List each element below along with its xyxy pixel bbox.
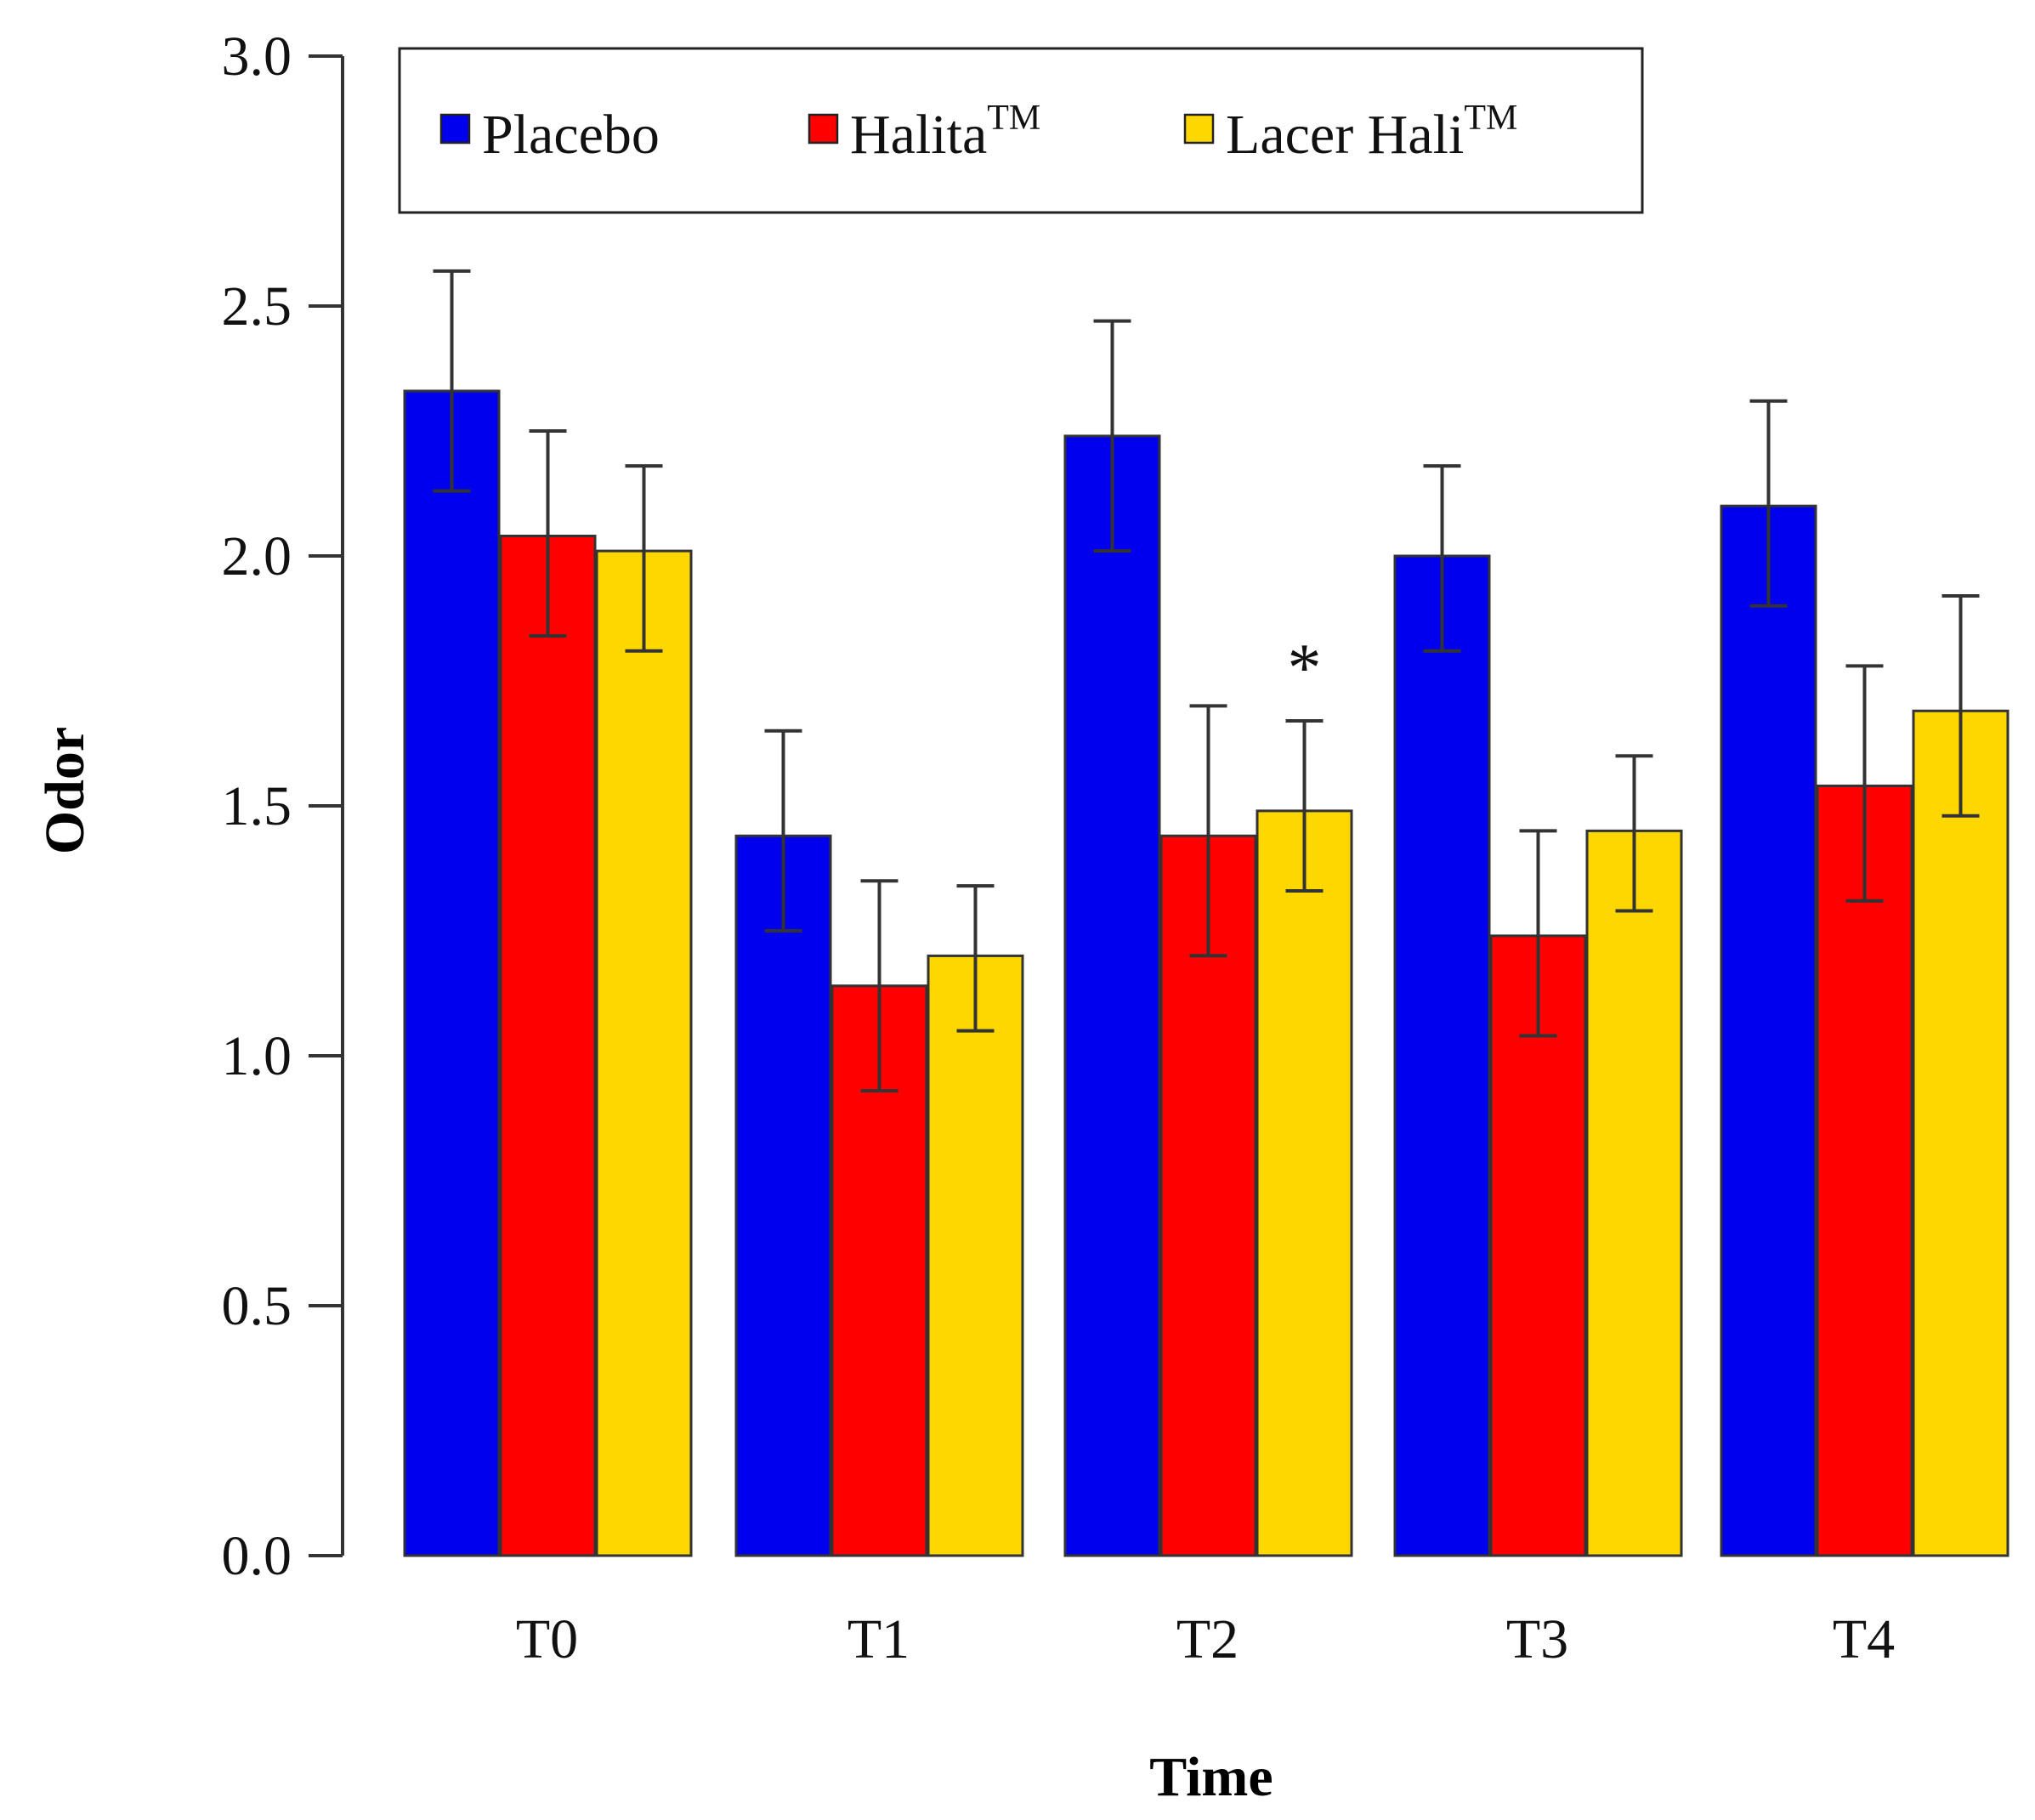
error-bar [860, 879, 898, 1093]
y-tick-label: 0.5 [222, 1275, 292, 1337]
y-tick-label: 3.0 [222, 26, 292, 88]
legend-label: HalitaTM [850, 99, 1040, 166]
bar-T0-lacer-hali [595, 549, 693, 1557]
annotations: * [1288, 631, 1322, 706]
error-bar [1093, 319, 1131, 553]
bar-group-T3 [1393, 464, 1683, 1557]
error-bar [1845, 664, 1884, 903]
error-bar [1189, 704, 1227, 958]
legend-swatch [1183, 113, 1215, 145]
bar-T1-lacer-hali [927, 954, 1024, 1557]
error-bar [764, 729, 802, 933]
bar-T0-halita [499, 534, 597, 1557]
bar-T2-placebo [1063, 434, 1161, 1557]
bar-T0-placebo [403, 389, 501, 1557]
error-bar [1749, 399, 1788, 608]
x-tick-label-T3: T3 [1506, 1608, 1568, 1670]
error-bar [433, 269, 471, 493]
legend-label: Placebo [482, 104, 660, 166]
bar-T1-placebo [734, 834, 832, 1557]
legend: Placebo HalitaTM Lacer HaliTM [398, 47, 1644, 214]
y-tick-label: 0.0 [222, 1525, 292, 1587]
x-tick-label-T4: T4 [1833, 1608, 1895, 1670]
x-tick-label-T1: T1 [847, 1608, 910, 1670]
bar-groups [403, 269, 2009, 1557]
bar-group-T1 [734, 729, 1024, 1557]
significance-asterisk: * [1288, 631, 1322, 706]
legend-swatch [808, 113, 839, 145]
bar-T4-halita [1816, 784, 1913, 1557]
y-axis-title: Odor [34, 727, 96, 854]
legend-label: Lacer HaliTM [1226, 99, 1517, 166]
error-bar [625, 464, 663, 653]
bar-group-T0 [403, 269, 693, 1557]
y-tick-label: 1.0 [222, 1025, 292, 1087]
bar-T3-lacer-hali [1585, 829, 1683, 1557]
error-bar [1519, 829, 1557, 1038]
y-tick-label: 1.5 [222, 775, 292, 837]
error-bar [1285, 719, 1324, 893]
legend-label-trademark: TM [1464, 99, 1517, 138]
error-bar [1615, 754, 1653, 913]
x-tick-label-T0: T0 [516, 1608, 578, 1670]
legend-label-name: Halita [850, 104, 987, 166]
y-tick-label: 2.0 [222, 525, 292, 587]
legend-label-name: Placebo [482, 104, 660, 166]
legend-label-trademark: TM [987, 99, 1040, 138]
bar-T2-lacer-hali [1256, 809, 1353, 1557]
bar-T4-placebo [1720, 504, 1817, 1557]
bar-T3-placebo [1393, 554, 1491, 1557]
error-bar [956, 884, 995, 1033]
bar-T4-lacer-hali [1912, 709, 2009, 1557]
error-bar [529, 429, 567, 638]
x-axis-title: Time [1149, 1746, 1273, 1808]
legend-item-lacer-hali: Lacer HaliTM [1183, 99, 1517, 166]
legend-item-halita: HalitaTM [808, 99, 1040, 166]
bar-group-T2 [1063, 319, 1353, 1557]
legend-box [398, 47, 1644, 214]
x-axis: T0 T1 T2 T3 T4 [516, 1608, 1895, 1670]
bar-group-T4 [1720, 399, 2009, 1557]
legend-label-name: Lacer Hali [1226, 104, 1464, 166]
y-tick-label: 2.5 [222, 275, 292, 337]
legend-swatch [439, 113, 471, 145]
y-axis: 0.0 0.5 1.0 1.5 2.0 2.5 3.0 [222, 26, 344, 1587]
error-bar [1941, 594, 1980, 818]
legend-item-placebo: Placebo [439, 104, 660, 166]
error-bar [1423, 464, 1461, 653]
x-tick-label-T2: T2 [1176, 1608, 1239, 1670]
